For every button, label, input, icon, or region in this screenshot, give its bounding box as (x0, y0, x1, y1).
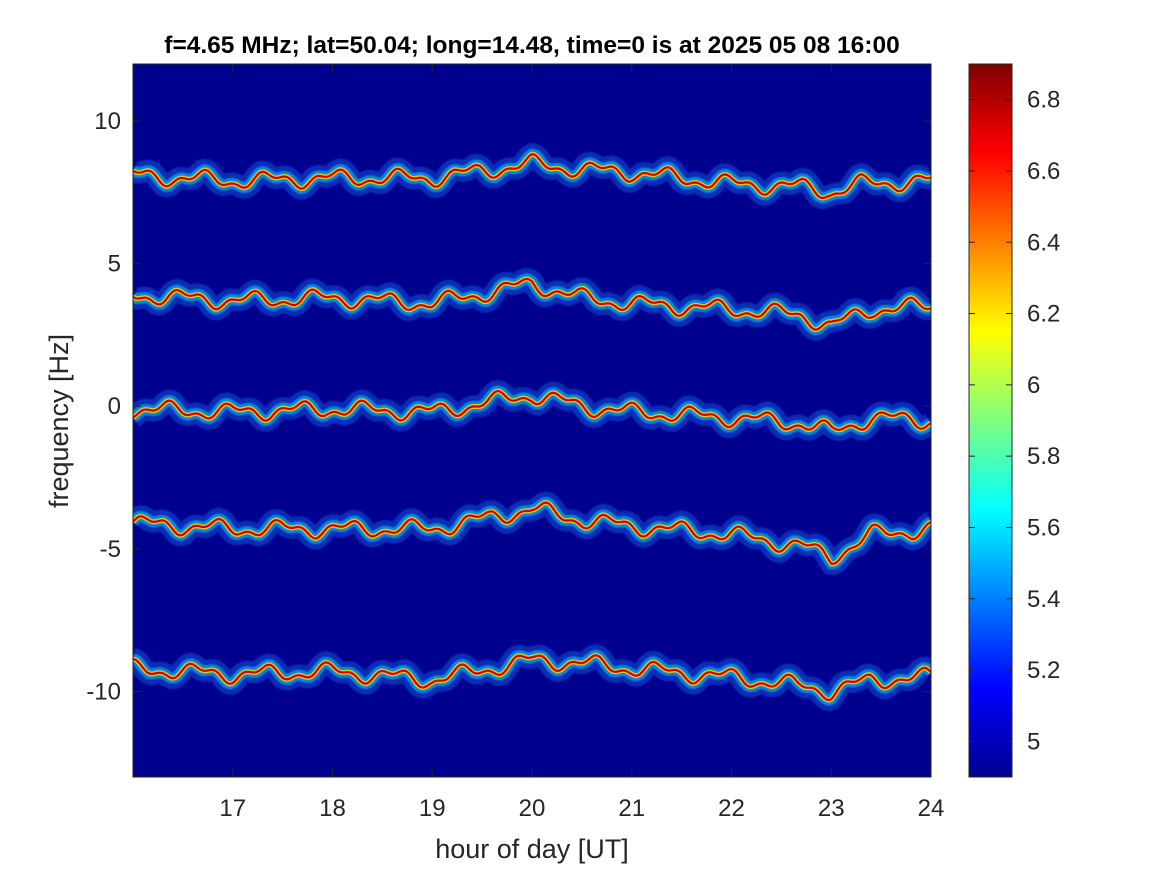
trace-line (133, 654, 931, 702)
colorbar-tick-label: 6.2 (1027, 301, 1060, 328)
x-tick-label: 22 (718, 795, 745, 822)
colorbar-tick-label: 6.8 (1027, 87, 1060, 114)
x-tick-label: 20 (519, 795, 546, 822)
colorbar-tick-label: 6.4 (1027, 229, 1060, 256)
y-axis-label: frequency [Hz] (44, 334, 74, 508)
x-axis: 17 18 19 20 21 22 23 24 (219, 64, 944, 822)
y-axis: -10 -5 0 5 10 (86, 108, 931, 705)
trace-line (133, 153, 931, 200)
x-tick-label: 24 (918, 795, 945, 822)
y-tick-label: -10 (86, 678, 121, 705)
colorbar-tick-label: 5.2 (1027, 657, 1060, 684)
colorbar-tick-label: 5 (1027, 728, 1040, 755)
trace-line (133, 501, 931, 566)
y-tick-label: 10 (94, 108, 121, 135)
colorbar-tick-label: 5.4 (1027, 586, 1060, 613)
trace-layer (133, 142, 931, 712)
colorbar-tick-label: 5.8 (1027, 443, 1060, 470)
chart-title: f=4.65 MHz; lat=50.04; long=14.48, time=… (164, 32, 899, 59)
x-tick-label: 18 (319, 795, 346, 822)
y-tick-label: 5 (108, 251, 121, 278)
x-tick-label: 17 (219, 795, 246, 822)
colorbar-tick-label: 6.6 (1027, 158, 1060, 185)
colorbar-tick-label: 5.6 (1027, 514, 1060, 541)
x-axis-label: hour of day [UT] (435, 834, 629, 864)
y-tick-label: -5 (100, 536, 121, 563)
trace-line (133, 277, 931, 331)
colorbar-tick-label: 6 (1027, 372, 1040, 399)
trace-line (133, 389, 931, 432)
x-tick-label: 21 (618, 795, 645, 822)
colorbar (968, 63, 1013, 778)
x-tick-label: 19 (419, 795, 446, 822)
colorbar-ticks: 5 5.2 5.4 5.6 5.8 6 6.2 6.4 6.6 6.8 (969, 87, 1060, 755)
y-tick-label: 0 (108, 393, 121, 420)
x-tick-label: 23 (818, 795, 845, 822)
